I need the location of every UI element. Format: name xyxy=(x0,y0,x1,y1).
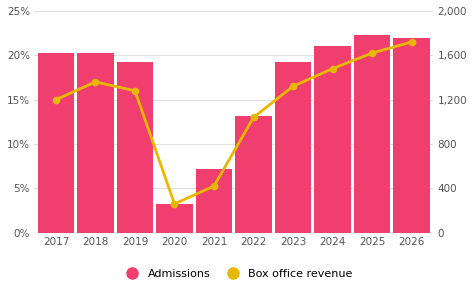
Bar xyxy=(156,204,192,233)
Bar xyxy=(393,38,430,233)
Bar xyxy=(354,35,390,233)
Bar xyxy=(314,47,351,233)
Bar xyxy=(38,53,74,233)
Bar xyxy=(196,169,232,233)
Bar xyxy=(77,53,114,233)
Bar xyxy=(117,61,153,233)
Bar xyxy=(275,61,311,233)
Bar xyxy=(235,116,272,233)
Legend: Admissions, Box office revenue: Admissions, Box office revenue xyxy=(118,265,356,282)
